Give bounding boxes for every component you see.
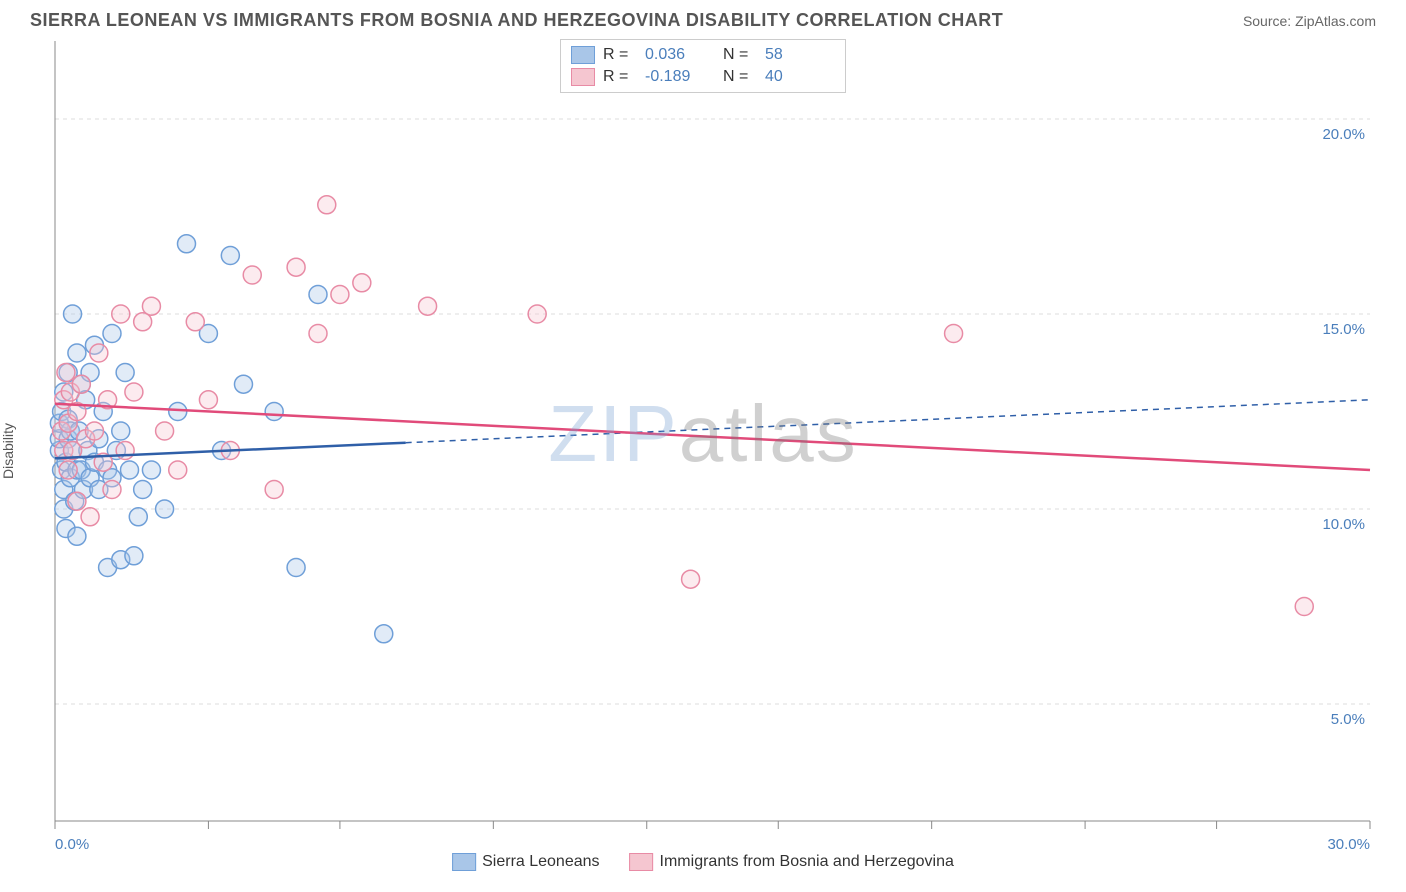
legend-swatch-icon — [571, 46, 595, 64]
svg-text:10.0%: 10.0% — [1322, 516, 1365, 533]
legend-stat-row: R = -0.189 N = 40 — [571, 66, 835, 88]
r-value: 0.036 — [645, 46, 715, 64]
legend-swatch-icon — [630, 853, 654, 871]
legend-series-item: Immigrants from Bosnia and Herzegovina — [630, 853, 954, 871]
n-value: 40 — [765, 68, 835, 86]
chart-area: Disability 5.0%10.0%15.0%20.0%0.0%30.0% … — [0, 31, 1406, 871]
header: SIERRA LEONEAN VS IMMIGRANTS FROM BOSNIA… — [0, 0, 1406, 31]
y-axis-label: Disability — [0, 423, 16, 479]
svg-text:15.0%: 15.0% — [1322, 321, 1365, 338]
legend-swatch-icon — [452, 853, 476, 871]
scatter-plot-svg: 5.0% 10.0% 15.0% 20.0% 0.0% 30.0% — [0, 31, 1406, 871]
legend-stat-row: R = 0.036 N = 58 — [571, 44, 835, 66]
r-label: R = — [603, 46, 637, 64]
legend-series-label: Immigrants from Bosnia and Herzegovina — [660, 853, 954, 870]
legend-series-item: Sierra Leoneans — [452, 853, 599, 871]
svg-text:20.0%: 20.0% — [1322, 126, 1365, 143]
source-label: Source: ZipAtlas.com — [1243, 13, 1376, 29]
r-value: -0.189 — [645, 68, 715, 86]
legend-series-label: Sierra Leoneans — [482, 853, 599, 870]
legend-series: Sierra Leoneans Immigrants from Bosnia an… — [452, 853, 954, 871]
chart-title: SIERRA LEONEAN VS IMMIGRANTS FROM BOSNIA… — [30, 10, 1003, 31]
svg-text:5.0%: 5.0% — [1331, 711, 1365, 728]
n-label: N = — [723, 68, 757, 86]
legend-stats: R = 0.036 N = 58 R = -0.189 N = 40 — [560, 39, 846, 93]
svg-text:30.0%: 30.0% — [1327, 836, 1370, 853]
n-label: N = — [723, 46, 757, 64]
legend-swatch-icon — [571, 68, 595, 86]
r-label: R = — [603, 68, 637, 86]
n-value: 58 — [765, 46, 835, 64]
svg-text:0.0%: 0.0% — [55, 836, 89, 853]
